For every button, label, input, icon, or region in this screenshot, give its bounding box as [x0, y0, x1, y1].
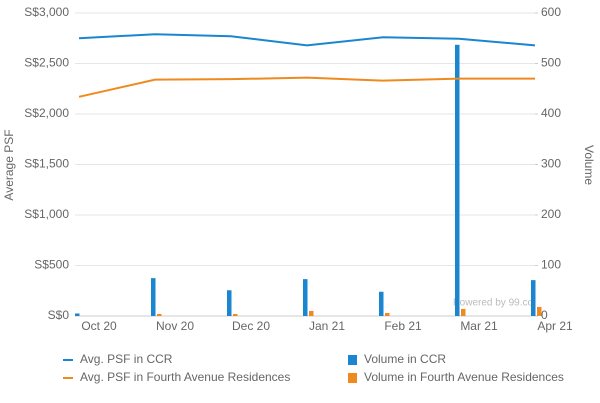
y2-tick-label: 300 [541, 157, 561, 171]
bar [151, 278, 156, 316]
legend-swatch [348, 373, 357, 383]
bar [75, 313, 80, 316]
line [78, 33, 536, 47]
bar [455, 44, 460, 316]
legend-label: Avg. PSF in CCR [80, 352, 173, 366]
bar [309, 310, 314, 316]
y-tick-label: S$1,500 [24, 157, 69, 171]
x-tick-label: Apr 21 [537, 319, 573, 333]
legend-label: Volume in CCR [364, 352, 446, 366]
y-tick-label: S$1,000 [24, 207, 69, 221]
legend-label: Volume in Fourth Avenue Residences [364, 370, 564, 384]
bar [461, 308, 466, 316]
bar [385, 312, 390, 316]
y-tick-label: S$3,000 [24, 5, 69, 19]
legend-swatch [348, 355, 357, 365]
y2-axis-title: Volume [582, 145, 596, 185]
line [78, 76, 535, 98]
bar [157, 313, 162, 316]
y-axis-title: Average PSF [2, 129, 16, 200]
x-tick-label: Dec 20 [232, 319, 270, 333]
bar [233, 313, 238, 316]
bar [303, 279, 308, 316]
x-tick-label: Jan 21 [309, 319, 345, 333]
x-tick-label: Oct 20 [81, 319, 117, 333]
x-tick-label: Feb 21 [384, 319, 422, 333]
y-tick-label: S$500 [34, 258, 69, 272]
y2-tick-label: 100 [541, 258, 561, 272]
legend-label: Avg. PSF in Fourth Avenue Residences [80, 370, 290, 384]
x-tick-label: Mar 21 [460, 319, 498, 333]
y-tick-label: S$0 [48, 308, 70, 322]
y-tick-label: S$2,500 [24, 56, 69, 70]
y-tick-label: S$2,000 [24, 106, 69, 120]
watermark: Powered by 99.co [453, 298, 533, 309]
x-tick-label: Nov 20 [156, 319, 194, 333]
bar [227, 290, 232, 316]
y2-tick-label: 500 [541, 56, 561, 70]
bar [537, 306, 542, 316]
y2-tick-label: 400 [541, 106, 561, 120]
y2-tick-label: 600 [541, 5, 561, 19]
y2-tick-label: 0 [541, 308, 548, 322]
bar [379, 291, 384, 316]
y2-tick-label: 200 [541, 207, 561, 221]
bar [531, 280, 536, 316]
